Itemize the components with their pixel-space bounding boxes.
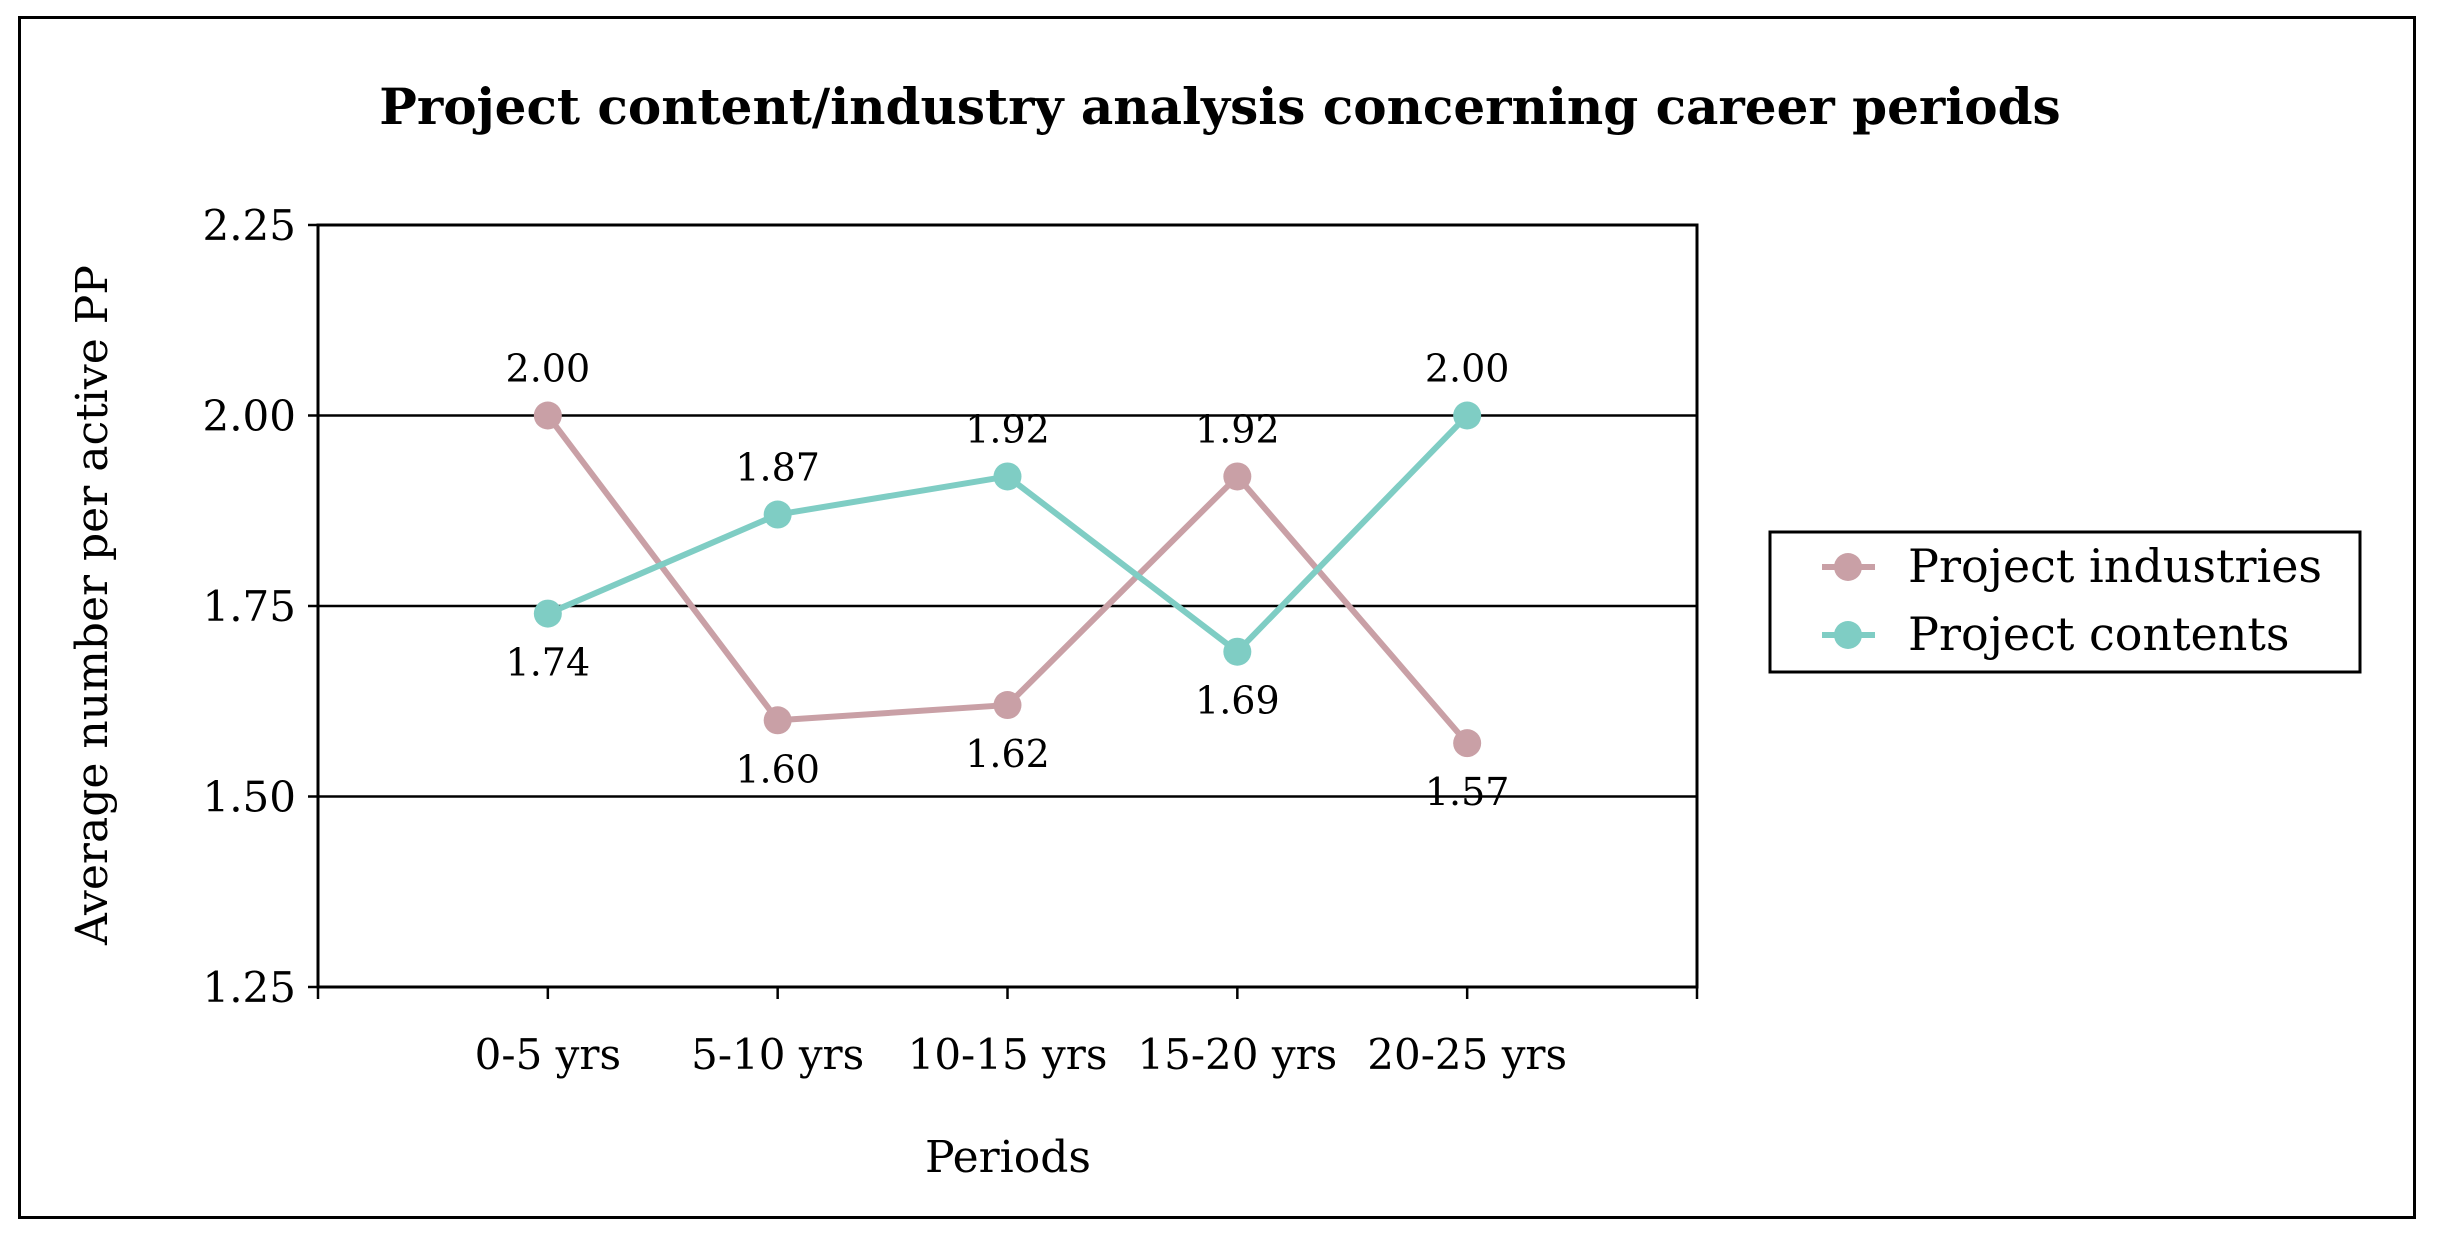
grid-lines	[318, 223, 1697, 989]
data-point	[763, 500, 792, 529]
data-point	[993, 462, 1022, 491]
x-tick-label: 5-10 yrs	[691, 1030, 864, 1079]
data-point	[993, 691, 1022, 720]
data-label: 1.69	[1195, 679, 1280, 723]
data-point	[533, 401, 562, 430]
chart-frame	[18, 16, 2416, 1219]
x-tick-labels: 0-5 yrs 5-10 yrs 10-15 yrs 15-20 yrs 20-25 y…	[475, 1030, 1567, 1079]
legend-box	[1768, 530, 2362, 674]
y-tick-label: 2.00	[202, 392, 296, 441]
data-point	[1223, 637, 1252, 666]
data-label: 2.00	[506, 347, 591, 391]
x-tick-label: 0-5 yrs	[475, 1030, 621, 1079]
data-label: 1.74	[506, 641, 591, 685]
data-point	[533, 599, 562, 628]
data-point	[1223, 462, 1252, 491]
data-label: 1.62	[965, 732, 1050, 776]
x-tick-label: 20-25 yrs	[1367, 1030, 1567, 1079]
y-tick-label: 1.25	[202, 963, 296, 1012]
data-label: 2.00	[1425, 347, 1510, 391]
y-axis-label: Average number per active PP	[67, 265, 118, 946]
data-point	[1453, 729, 1482, 758]
x-tick-label: 15-20 yrs	[1137, 1030, 1337, 1079]
legend: Project industries Project contents	[1768, 530, 2362, 674]
data-point	[1453, 401, 1482, 430]
y-tick-label: 2.25	[202, 201, 296, 250]
axes	[308, 223, 1699, 999]
x-axis-label: Periods	[925, 1132, 1091, 1183]
data-label: 1.57	[1425, 770, 1510, 814]
legend-marker	[1834, 621, 1862, 649]
data-label: 1.92	[965, 407, 1050, 451]
y-tick-labels: 1.25 1.50 1.75 2.00 2.25	[202, 201, 296, 1012]
legend-label: Project contents	[1908, 607, 2290, 661]
y-tick-label: 1.75	[202, 582, 296, 631]
data-label: 1.87	[735, 446, 820, 490]
data-labels: 2.00 1.60 1.62 1.92 1.57 1.74 1.87 1.92 1.69 2.00	[506, 347, 1510, 815]
data-point	[763, 706, 792, 735]
chart-title: Project content/industry analysis concer…	[379, 77, 2060, 136]
series-points	[533, 401, 1482, 758]
x-tick-label: 10-15 yrs	[908, 1030, 1108, 1079]
y-tick-label: 1.50	[202, 773, 296, 822]
data-label: 1.92	[1195, 407, 1280, 451]
legend-label: Project industries	[1908, 539, 2322, 593]
data-label: 1.60	[735, 747, 820, 791]
legend-marker	[1834, 553, 1862, 581]
